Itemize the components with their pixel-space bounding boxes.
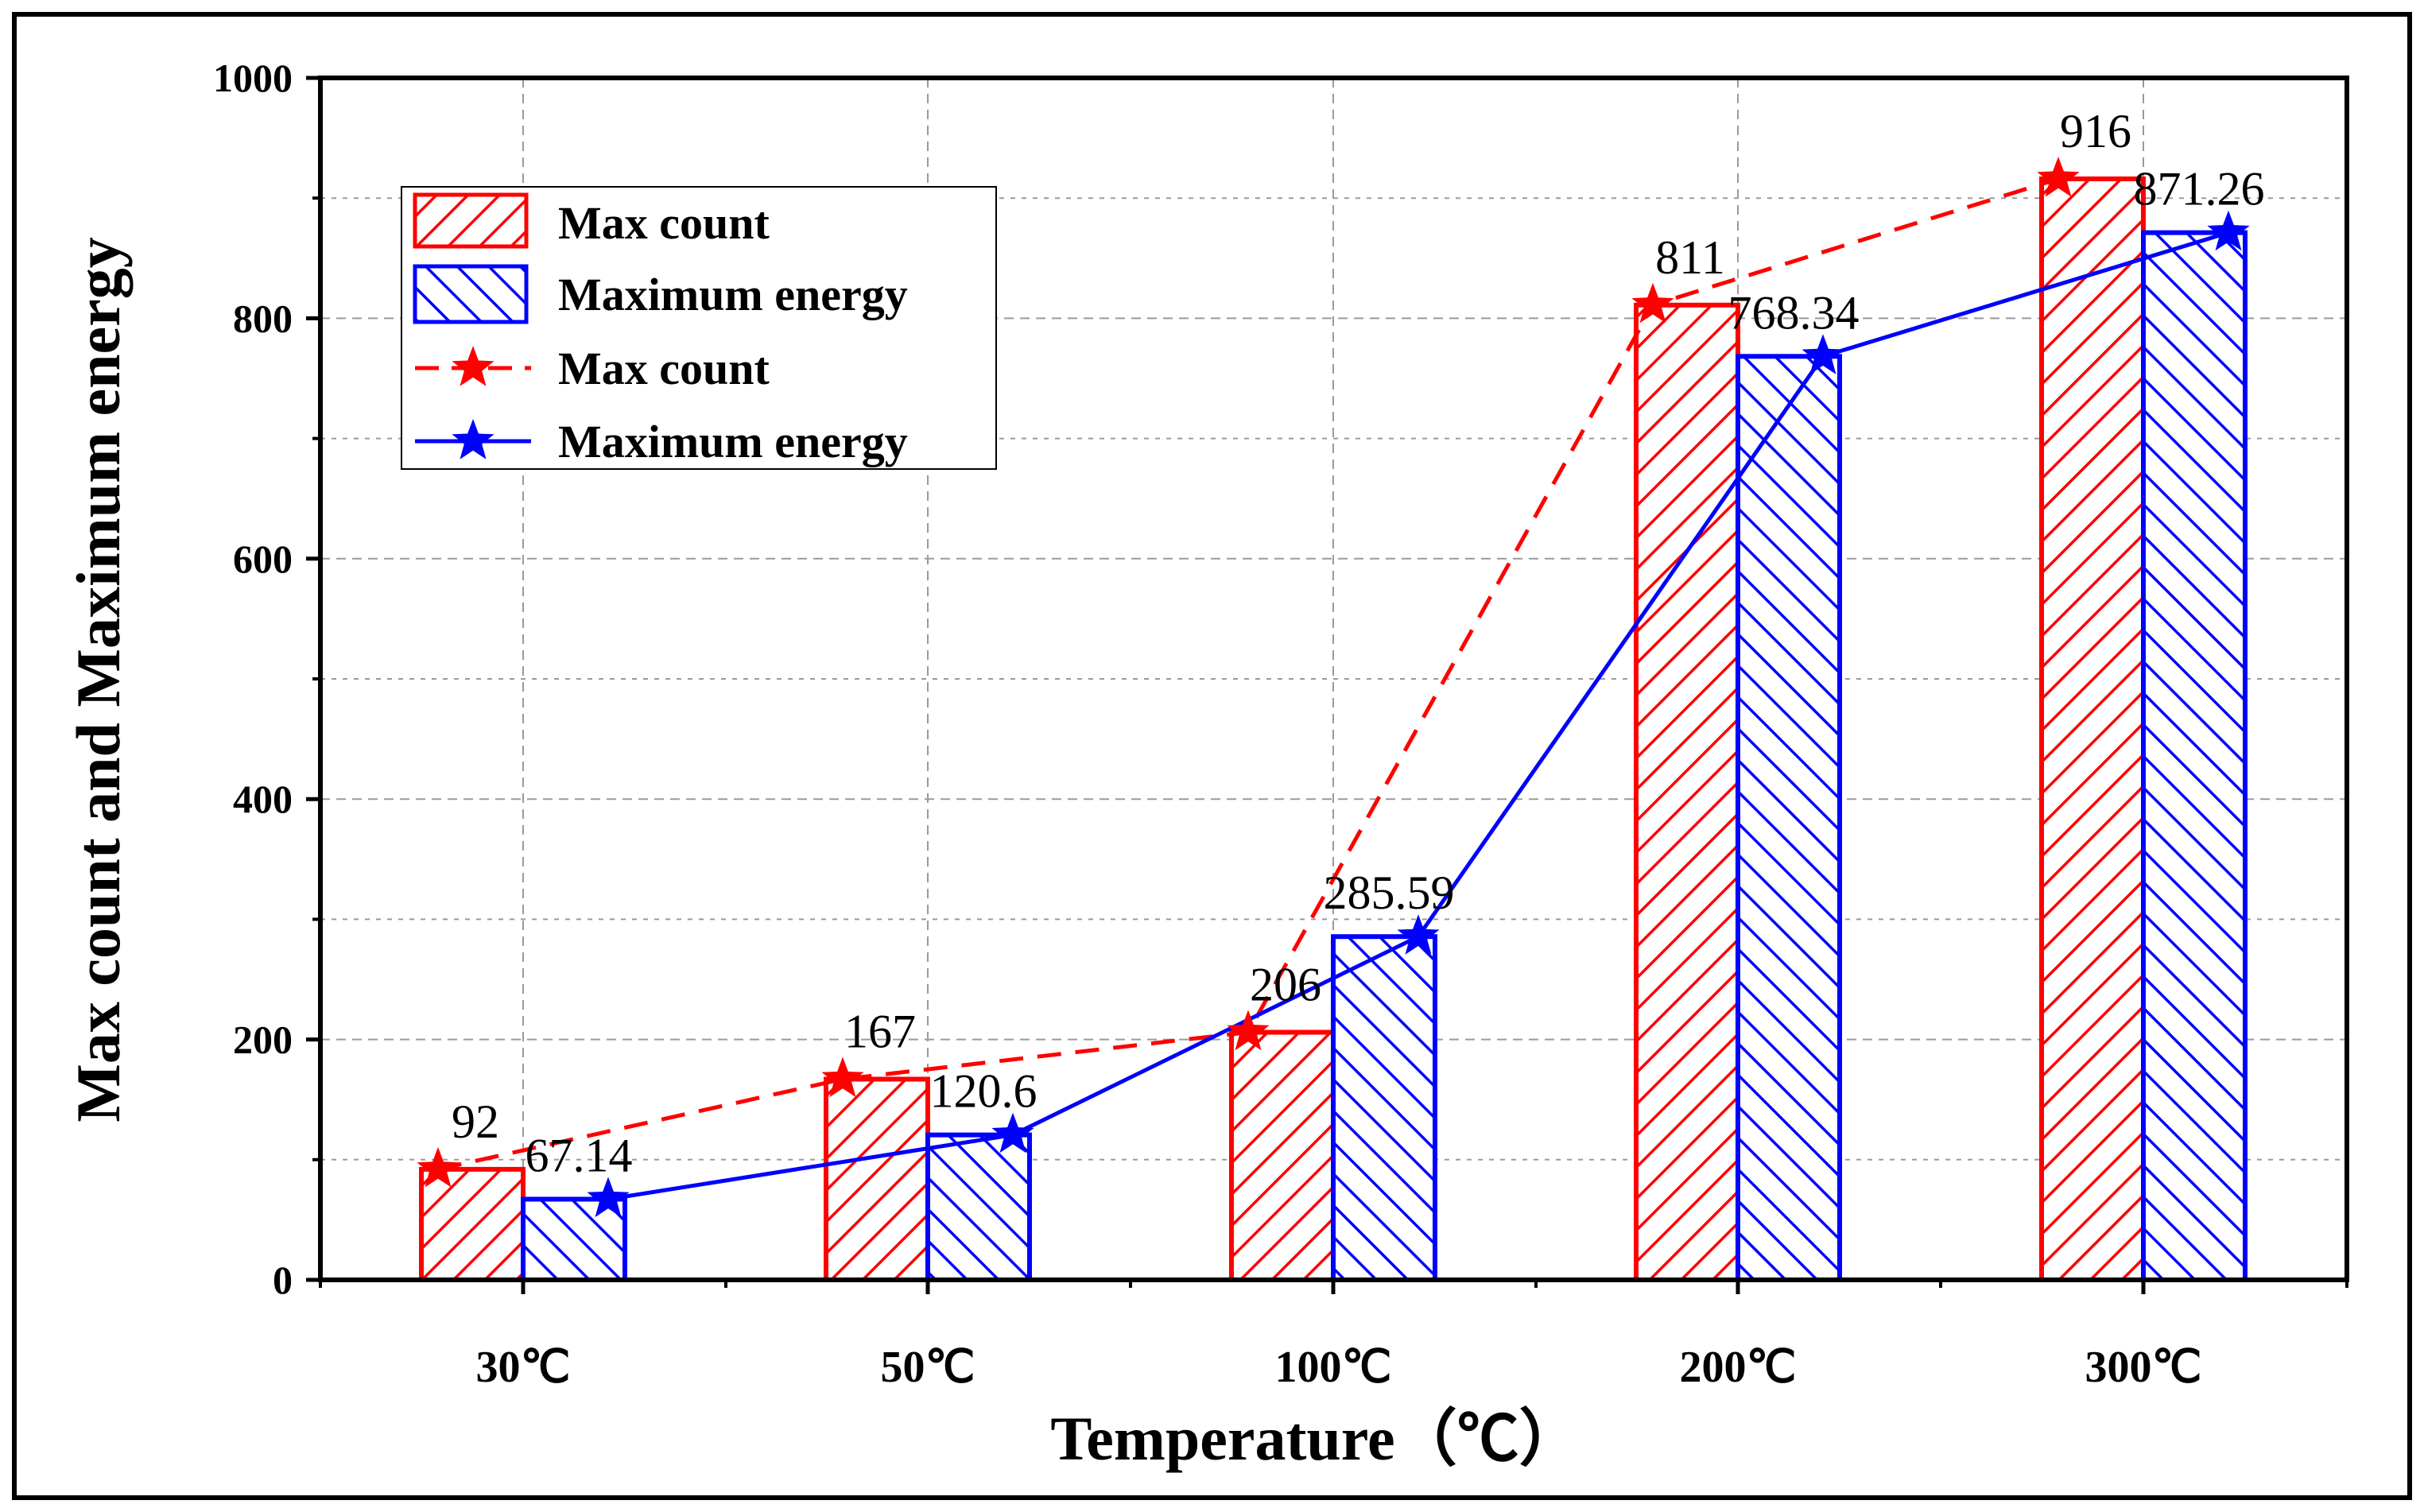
marker-maximum-energy	[1397, 914, 1440, 955]
bar-max-count	[1229, 1029, 1336, 1282]
marker-maximum-energy	[1802, 334, 1844, 374]
y-tick-label: 400	[233, 777, 293, 821]
marker-max-count	[417, 1146, 460, 1188]
y-tick-label: 0	[273, 1258, 293, 1302]
y-tick-label: 200	[233, 1018, 293, 1062]
data-label-max-count: 811	[1655, 231, 1725, 284]
x-tick-label: 50℃	[881, 1343, 975, 1392]
x-tick-label: 30℃	[476, 1343, 571, 1392]
bar-max-count	[824, 1076, 930, 1282]
data-label-maximum-energy: 120.6	[930, 1065, 1037, 1118]
legend: Max count Maximum energy Max count Maxim…	[401, 186, 997, 470]
legend-star-max-count	[452, 346, 494, 386]
data-label-maximum-energy: 285.59	[1324, 866, 1455, 919]
y-tick-labels: 0 200 400 600 800 1000	[213, 56, 293, 1302]
legend-label-max-energy-bar: Maximum energy	[558, 269, 908, 320]
bar-max-count	[1634, 302, 1740, 1283]
axis-ticks	[306, 76, 2348, 1294]
bar-max-count	[419, 1166, 526, 1282]
data-label-maximum-energy: 871.26	[2134, 163, 2265, 215]
marker-max-count	[1227, 1010, 1270, 1051]
data-label-max-count: 92	[452, 1095, 499, 1148]
data-label-max-count: 916	[2060, 105, 2131, 157]
data-label-max-count: 167	[844, 1005, 916, 1057]
data-label-max-count: 206	[1250, 959, 1321, 1011]
legend-label-max-count-line: Max count	[558, 343, 770, 394]
bar-maximum-energy	[521, 1196, 627, 1283]
marker-max-count	[821, 1056, 864, 1098]
legend-label-max-energy-line: Maximum energy	[558, 416, 908, 467]
y-tick-label: 1000	[213, 56, 293, 100]
legend-swatch-max-count-bar	[413, 192, 529, 249]
marker-maximum-energy	[2207, 210, 2250, 251]
y-tick-label: 800	[233, 296, 293, 340]
data-label-maximum-energy: 67.14	[526, 1129, 633, 1181]
y-axis-title: Max count and Maximum energy	[64, 237, 133, 1122]
data-label-maximum-energy: 768.34	[1728, 286, 1860, 339]
x-axis-title: Temperature（℃）	[1050, 1404, 1580, 1473]
bar-maximum-energy	[2141, 230, 2248, 1282]
legend-swatch-max-energy-bar	[413, 264, 529, 324]
figure-frame	[12, 12, 2412, 1500]
x-tick-label: 300℃	[2085, 1343, 2202, 1392]
bar-maximum-energy	[1331, 934, 1437, 1282]
x-tick-labels: 30℃ 50℃ 100℃ 200℃ 300℃	[476, 1343, 2202, 1392]
bar-maximum-energy	[925, 1132, 1032, 1283]
marker-maximum-energy	[991, 1112, 1034, 1153]
x-tick-label: 200℃	[1680, 1343, 1797, 1392]
legend-label-max-count-bar: Max count	[558, 197, 770, 249]
marker-max-count	[2037, 157, 2080, 197]
bars	[419, 176, 2248, 1283]
marker-maximum-energy	[587, 1177, 630, 1218]
x-tick-label: 100℃	[1275, 1343, 1392, 1392]
legend-star-max-energy	[452, 419, 494, 459]
marker-max-count	[1631, 282, 1674, 324]
bar-maximum-energy	[1736, 354, 1842, 1283]
bar-max-count	[2039, 176, 2146, 1282]
y-tick-label: 600	[233, 537, 293, 581]
markers	[417, 157, 2250, 1218]
